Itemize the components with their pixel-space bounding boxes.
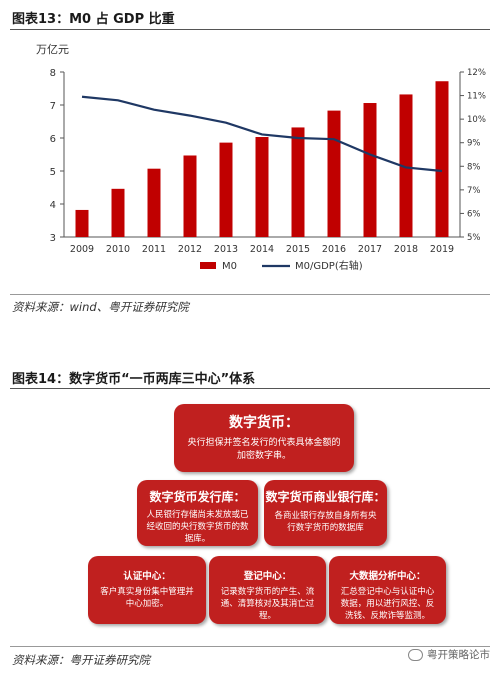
y-tick-label: 8 (50, 68, 56, 79)
box-desc: 各商业银行存放自身所有央行数字货币的数据库 (274, 511, 377, 533)
watermark: 粤开策略论市 (408, 647, 490, 662)
bar-m0 (291, 127, 305, 237)
watermark-text: 粤开策略论市 (427, 649, 490, 661)
bar-m0 (147, 168, 161, 237)
figure14-source: 资料来源：粤开证券研究院 (12, 653, 150, 667)
y2-tick-label: 5% (467, 233, 481, 243)
box-title: 大数据分析中心： (349, 571, 426, 582)
legend-label-m0: M0 (222, 261, 237, 272)
box-title: 登记中心： (243, 571, 292, 582)
y2-tick-label: 10% (467, 115, 486, 125)
box-bank-vault: 数字货币商业银行库： 各商业银行存放自身所有央行数字货币的数据库 (264, 480, 387, 546)
y-axis-unit: 万亿元 (36, 43, 69, 56)
x-tick-label: 2019 (430, 244, 454, 255)
box-title: 认证中心： (123, 571, 171, 582)
bar-m0 (75, 209, 89, 237)
y2-tick-label: 12% (467, 68, 486, 78)
box-registration-center: 登记中心： 记录数字货币的产生、流通、清算核对及其消亡过程。 (209, 556, 326, 624)
figure14-title: 图表14：数字货币“一币两库三中心”体系 (12, 372, 256, 387)
y2-tick-label: 11% (467, 92, 486, 102)
box-desc: 记录数字货币的产生、流通、清算核对及其消亡过程。 (220, 587, 315, 621)
y2-tick-label: 8% (467, 162, 481, 172)
y-tick-label: 7 (50, 101, 56, 112)
y2-tick-label: 7% (467, 186, 481, 196)
box-desc: 人民银行存储尚未发放或已经收回的央行数字货币的数据库。 (146, 510, 249, 544)
y-tick-label: 5 (50, 167, 56, 178)
y2-tick-label: 9% (467, 139, 481, 149)
legend-swatch-m0 (200, 262, 216, 269)
bar-m0 (435, 81, 449, 238)
box-title: 数字货币商业银行库： (265, 490, 386, 504)
title-divider (10, 388, 490, 389)
y-tick-label: 6 (50, 134, 56, 145)
y2-tick-label: 6% (467, 209, 481, 219)
figure13-source: 资料来源：wind、粤开证券研究院 (12, 300, 189, 314)
x-tick-label: 2017 (358, 244, 382, 255)
title-divider (10, 29, 490, 30)
box-issuance-vault: 数字货币发行库： 人民银行存储尚未发放或已经收回的央行数字货币的数据库。 (137, 480, 258, 546)
bar-m0 (327, 110, 341, 237)
x-tick-label: 2013 (214, 244, 238, 255)
source-divider (10, 294, 490, 295)
box-title: 数字货币： (229, 415, 299, 431)
x-tick-label: 2018 (394, 244, 418, 255)
m0-gdp-chart: 万亿元 3 4 5 6 7 8 5% 6% 7% 8% 9% 10% 11% 12% 2009 2010 2011… (36, 43, 486, 272)
x-tick-label: 2014 (250, 244, 274, 255)
y-tick-label: 3 (50, 233, 56, 244)
box-auth-center: 认证中心： 客户真实身份集中管理并中心加密。 (88, 556, 206, 624)
y-tick-label: 4 (50, 200, 56, 211)
x-tick-label: 2015 (286, 244, 310, 255)
box-desc: 央行担保并签名发行的代表具体金额的加密数字串。 (187, 438, 341, 461)
legend-label-line: M0/GDP(右轴) (295, 259, 363, 272)
bar-m0 (111, 188, 125, 237)
source-divider (10, 646, 490, 647)
bar-m0 (183, 155, 197, 237)
box-desc: 汇总登记中心与认证中心数据，用以进行风控、反洗钱、反欺诈等监测。 (340, 587, 435, 621)
x-tick-label: 2010 (106, 244, 130, 255)
box-title: 数字货币发行库： (149, 490, 246, 504)
wechat-icon (408, 649, 423, 661)
bar-m0 (399, 94, 413, 237)
box-bigdata-center: 大数据分析中心： 汇总登记中心与认证中心数据，用以进行风控、反洗钱、反欺诈等监测… (329, 556, 446, 624)
box-digital-currency: 数字货币： 央行担保并签名发行的代表具体金额的加密数字串。 (174, 404, 354, 472)
x-tick-label: 2009 (70, 244, 94, 255)
x-tick-label: 2011 (142, 244, 166, 255)
x-tick-label: 2016 (322, 244, 346, 255)
line-m0-gdp (81, 95, 443, 173)
bar-m0 (255, 137, 269, 237)
figure13-title: 图表13：M0 占 GDP 比重 (12, 12, 175, 27)
bar-m0 (219, 142, 233, 237)
bar-m0 (363, 103, 377, 238)
box-desc: 客户真实身份集中管理并中心加密。 (100, 587, 194, 609)
x-tick-label: 2012 (178, 244, 202, 255)
